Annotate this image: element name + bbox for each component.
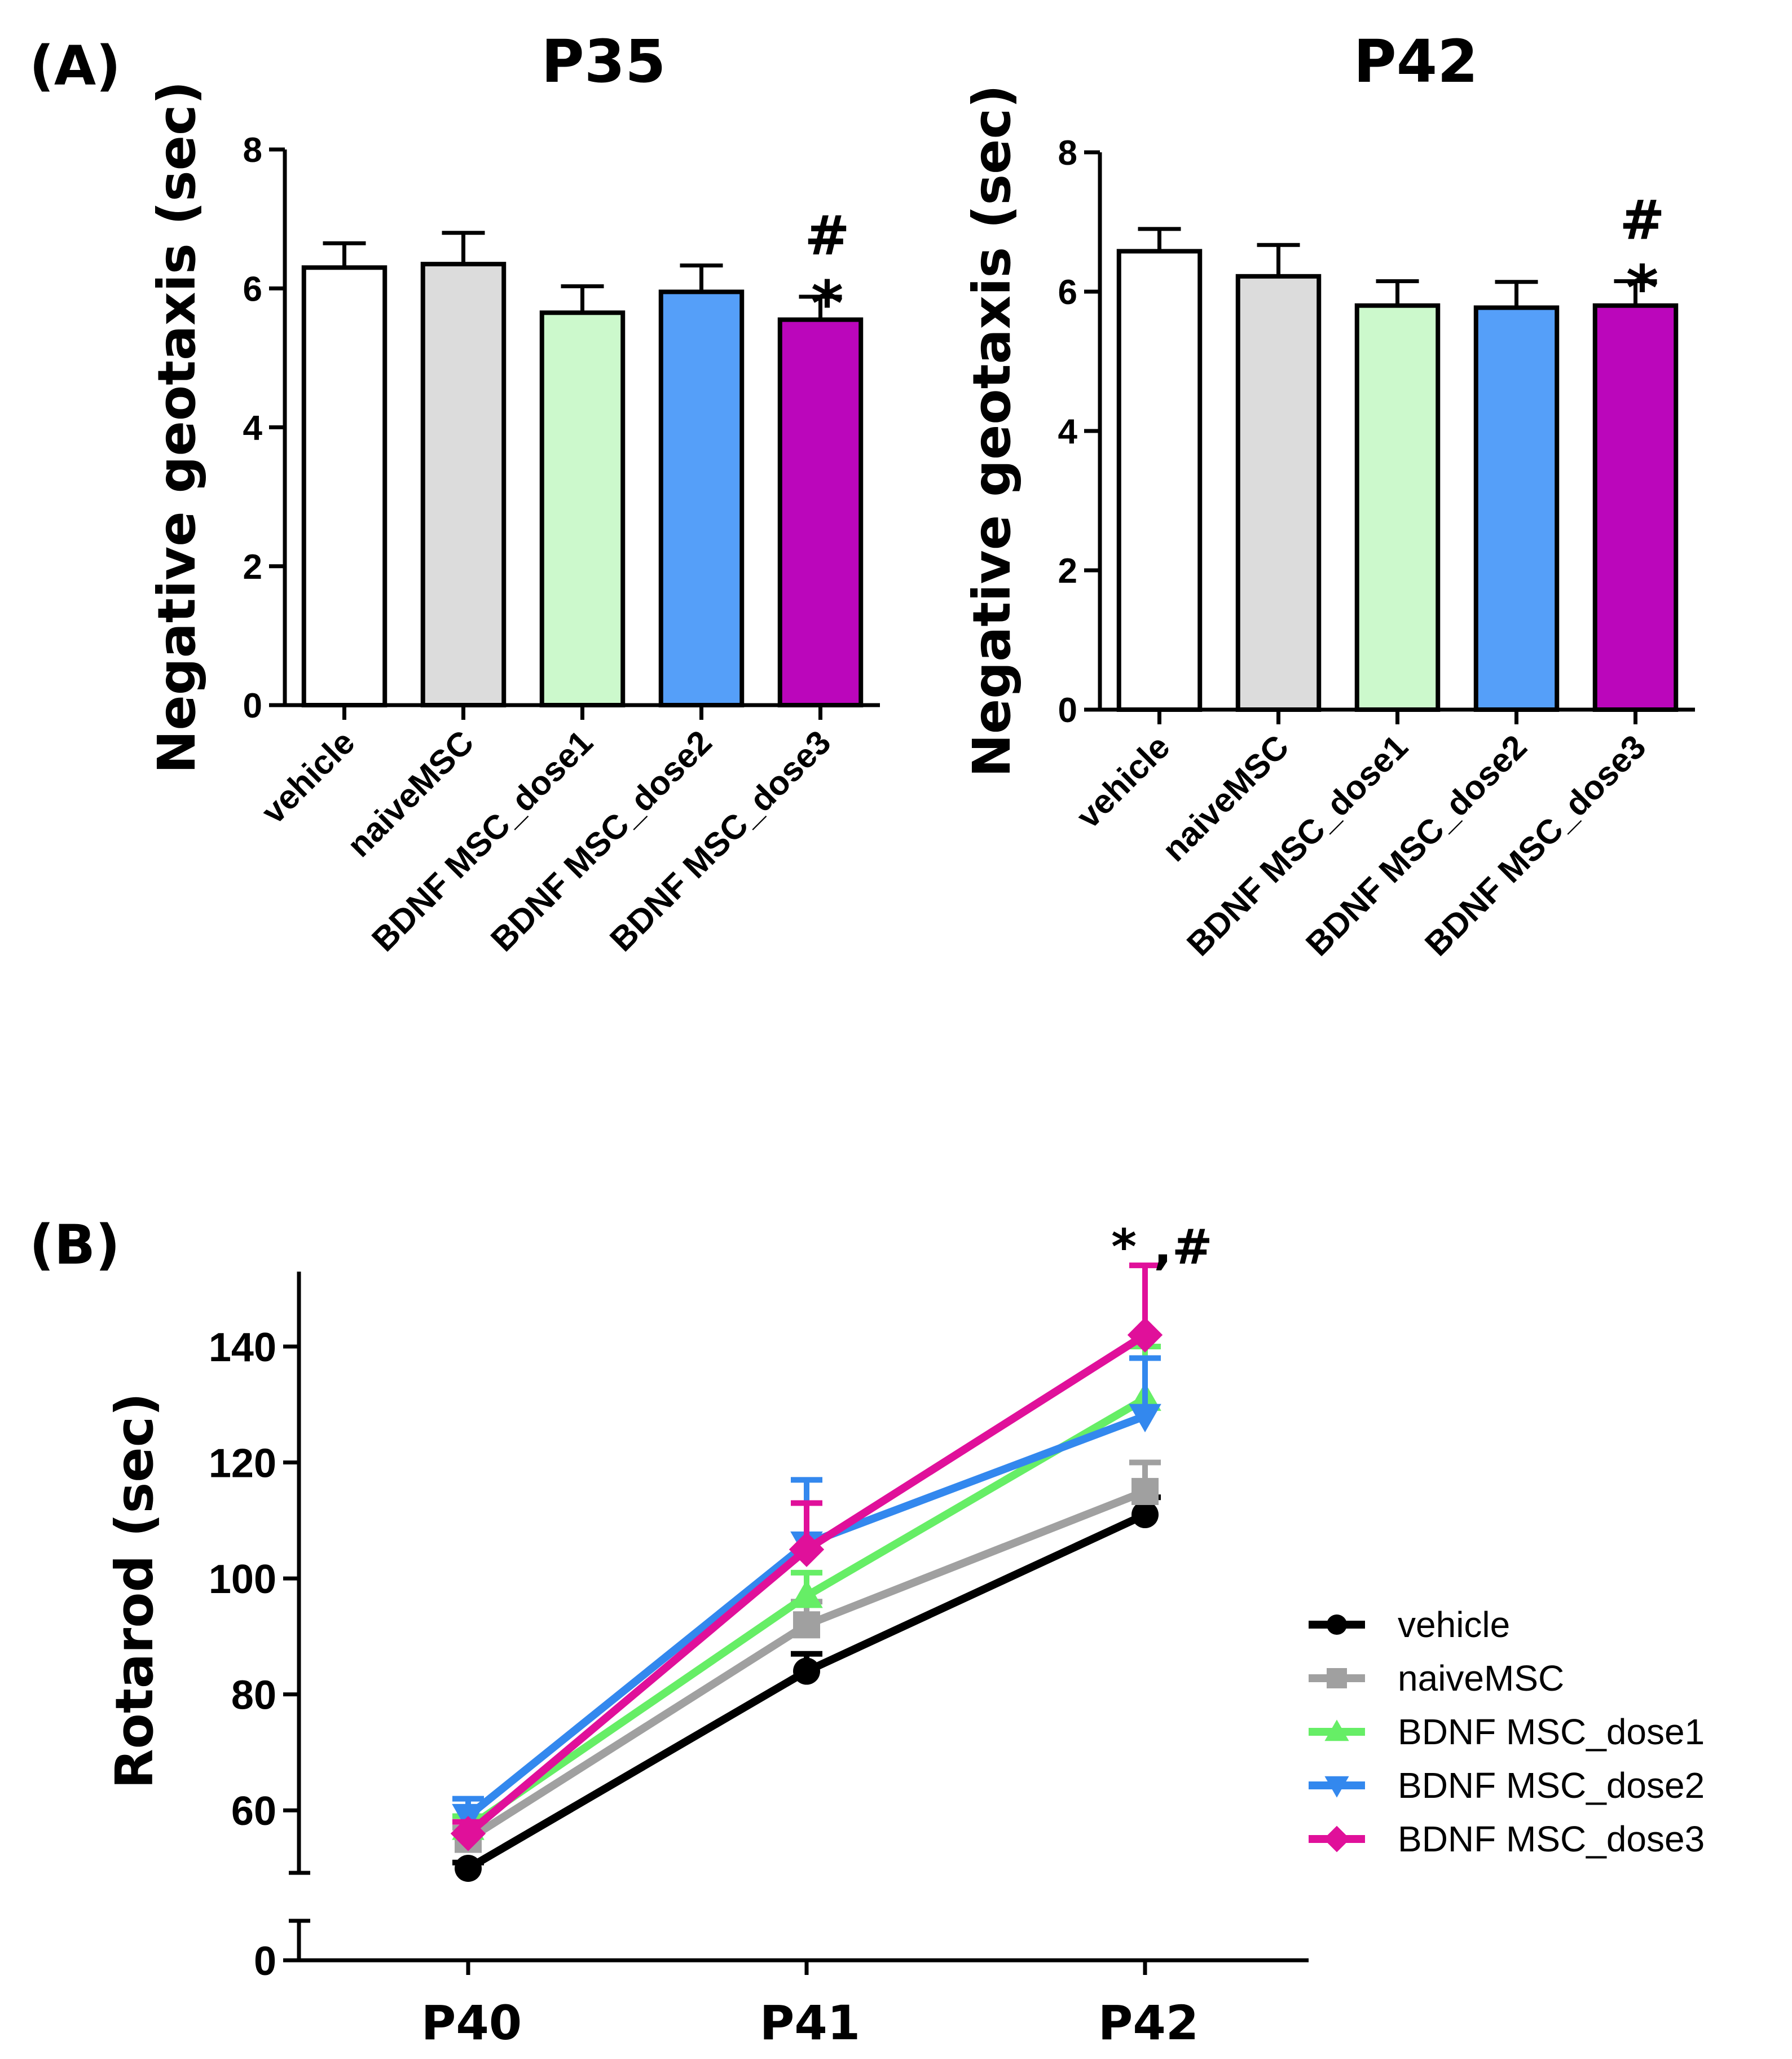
- chart-title: P35: [541, 27, 666, 96]
- bar-bdnf-msc-dose1: [1354, 303, 1441, 712]
- data-point: [793, 1611, 820, 1639]
- legend-marker-bdnf-msc-dose2: [1324, 1776, 1349, 1798]
- y-tick-label: 120: [209, 1441, 276, 1486]
- legend-marker-vehicle: [1327, 1614, 1347, 1635]
- x-tick-label-p42: P42: [1098, 1995, 1199, 2051]
- y-axis-title: Rotarod (sec): [104, 1393, 165, 1789]
- y-tick-label: 8: [1058, 134, 1077, 173]
- bar-bdnf-msc-dose3: [777, 317, 864, 707]
- panel-b-rotarod: (B) Rotarod (sec) 0 60 80 100 120 140 P40 P41 P42 v…: [29, 1213, 1705, 2051]
- bar-bdnf-msc-dose2: [1473, 305, 1560, 712]
- y-tick-label: 6: [1058, 273, 1077, 312]
- y-tick-label: 4: [243, 409, 263, 448]
- y-axis-title: Negative geotaxis (sec): [147, 81, 207, 773]
- legend-marker-bdnf-msc-dose1: [1324, 1719, 1349, 1741]
- bar-bdnf-msc-dose1: [539, 310, 626, 707]
- chart-title: P42: [1354, 27, 1478, 96]
- x-tick-label-p40: P40: [421, 1995, 522, 2051]
- legend-label-bdnf-msc-dose1: BDNF MSC_dose1: [1398, 1712, 1705, 1752]
- bar-naivemsc: [420, 262, 507, 707]
- data-point: [793, 1657, 820, 1685]
- legend-label-vehicle: vehicle: [1398, 1604, 1510, 1645]
- y-tick-label: 0: [254, 1939, 276, 1984]
- data-point: [1131, 1477, 1159, 1505]
- y-tick-label: 2: [1058, 552, 1077, 591]
- legend-marker-bdnf-msc-dose3: [1323, 1825, 1350, 1853]
- data-point: [455, 1855, 482, 1882]
- legend-label-naivemsc: naiveMSC: [1398, 1658, 1564, 1699]
- significance-hash: #: [804, 204, 849, 267]
- y-tick-label: 2: [243, 548, 262, 587]
- data-point: [789, 1532, 825, 1567]
- y-axis-title: Negative geotaxis (sec): [962, 85, 1022, 777]
- significance-hash: #: [1619, 188, 1665, 252]
- data-point: [790, 1580, 823, 1608]
- significance-asterisk: *: [1626, 252, 1659, 324]
- significance-annotation: * ,#: [1111, 1219, 1213, 1275]
- bar-vehicle: [301, 265, 388, 707]
- y-tick-label: 80: [231, 1673, 276, 1718]
- bar-vehicle: [1116, 249, 1203, 712]
- legend-label-bdnf-msc-dose3: BDNF MSC_dose3: [1398, 1819, 1705, 1859]
- data-point: [450, 1816, 486, 1851]
- bar-bdnf-msc-dose2: [658, 289, 745, 707]
- y-tick-label: 6: [243, 270, 262, 309]
- y-tick-label: 8: [243, 131, 262, 170]
- data-point: [1131, 1501, 1159, 1529]
- panel-label: (A): [29, 34, 121, 98]
- series-bdnf-msc-dose3: [450, 1262, 1163, 1851]
- y-tick-label: 140: [209, 1325, 276, 1370]
- legend-marker-naivemsc: [1327, 1668, 1347, 1688]
- data-point: [1129, 1404, 1161, 1433]
- x-tick-label-p41: P41: [760, 1995, 860, 2051]
- y-tick-label: 0: [243, 687, 262, 725]
- y-tick-label: 60: [231, 1789, 276, 1834]
- legend-label-bdnf-msc-dose2: BDNF MSC_dose2: [1398, 1765, 1705, 1806]
- y-tick-label: 100: [209, 1557, 276, 1602]
- data-point: [1127, 1317, 1163, 1353]
- y-tick-label: 4: [1058, 412, 1078, 451]
- bar-bdnf-msc-dose3: [1592, 303, 1679, 712]
- bar-naivemsc: [1235, 274, 1322, 712]
- panel-label: (B): [29, 1213, 120, 1277]
- y-tick-label: 0: [1058, 691, 1077, 730]
- series-vehicle: [452, 1494, 1161, 1882]
- significance-asterisk: *: [811, 267, 844, 340]
